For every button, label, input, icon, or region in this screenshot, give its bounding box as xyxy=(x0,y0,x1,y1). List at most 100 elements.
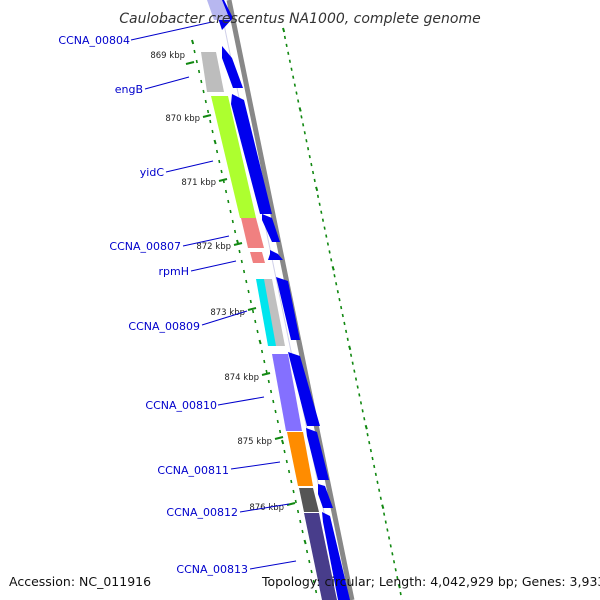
gene-block[interactable] xyxy=(241,218,264,248)
gene-leader-line xyxy=(182,235,230,247)
outer-tick xyxy=(343,321,346,326)
gene-block[interactable] xyxy=(207,0,230,20)
outer-tick xyxy=(338,297,341,302)
outer-tick xyxy=(297,99,300,103)
outer-tick xyxy=(300,115,303,119)
outer-tick xyxy=(323,226,326,230)
inner-tick xyxy=(256,329,259,334)
cds-arrow[interactable] xyxy=(222,46,243,88)
inner-tick xyxy=(274,409,277,414)
kbp-tick xyxy=(233,242,243,246)
outer-tick xyxy=(283,35,287,40)
cds-arrow[interactable] xyxy=(288,352,320,426)
kbp-tick xyxy=(202,114,212,118)
gene-block[interactable] xyxy=(264,279,285,346)
gene-label[interactable]: CCNA_00804 xyxy=(58,34,130,47)
gene-label[interactable]: CCNA_00810 xyxy=(145,399,217,412)
inner-tick xyxy=(269,389,273,394)
gene-label[interactable]: CCNA_00812 xyxy=(166,506,238,519)
gene-label[interactable]: CCNA_00809 xyxy=(128,320,200,333)
gene-label[interactable]: CCNA_00807 xyxy=(109,240,181,253)
cds-arrow[interactable] xyxy=(276,277,300,340)
outer-tick xyxy=(311,170,315,175)
inner-tick xyxy=(231,219,234,224)
inner-tick xyxy=(251,309,255,314)
gene-block[interactable] xyxy=(211,96,256,218)
gene-leader-line xyxy=(190,260,237,272)
outer-tick xyxy=(381,504,385,509)
gene-label[interactable]: engB xyxy=(115,83,143,96)
outer-tick xyxy=(397,583,401,589)
inner-tick xyxy=(299,519,302,524)
gene-block[interactable] xyxy=(304,513,337,600)
kbp-tick xyxy=(286,502,296,506)
inner-tick xyxy=(267,379,270,384)
inner-tick xyxy=(227,199,230,204)
outer-tick xyxy=(295,91,298,95)
kbp-tick xyxy=(261,372,271,376)
inner-tick xyxy=(249,299,252,304)
outer-tick xyxy=(374,472,377,477)
outer-tick xyxy=(391,552,394,556)
outer-tick xyxy=(349,353,353,357)
outer-tick xyxy=(315,186,319,192)
gene-block[interactable] xyxy=(250,252,265,263)
outer-tick xyxy=(313,178,316,183)
gene-label[interactable]: CCNA_00813 xyxy=(176,563,248,576)
outer-tick xyxy=(333,274,336,278)
outer-tick xyxy=(290,67,293,71)
gene-block[interactable] xyxy=(272,354,302,431)
outer-tick xyxy=(305,139,308,143)
inner-tick xyxy=(229,209,232,214)
kbp-label: 872 kbp xyxy=(196,242,231,252)
gene-block[interactable] xyxy=(256,279,278,346)
inner-tick xyxy=(202,89,205,94)
cds-arrow[interactable] xyxy=(306,428,329,480)
outer-tick xyxy=(303,131,306,135)
outer-tick xyxy=(384,520,387,524)
outer-tick xyxy=(326,242,330,246)
inner-tick xyxy=(305,549,309,554)
inner-tick xyxy=(191,39,195,45)
gene-block[interactable] xyxy=(287,432,313,486)
inner-tick xyxy=(224,189,228,194)
outer-tick xyxy=(373,464,376,469)
outer-tick xyxy=(308,154,311,159)
kbp-label: 870 kbp xyxy=(165,114,200,124)
gene-block[interactable] xyxy=(299,488,319,512)
outer-tick xyxy=(368,440,371,445)
kbp-label: 873 kbp xyxy=(210,308,245,318)
cds-arrow[interactable] xyxy=(322,512,350,600)
inner-tick xyxy=(276,419,279,424)
outer-tick xyxy=(340,305,343,310)
cds-arrow[interactable] xyxy=(268,250,283,260)
inner-tick xyxy=(308,559,311,564)
inner-tick xyxy=(265,369,268,374)
outer-tick xyxy=(345,329,348,334)
cds-arrow[interactable] xyxy=(262,214,280,242)
gene-label[interactable]: rpmH xyxy=(159,265,190,278)
outer-tick xyxy=(341,313,344,318)
gene-label[interactable]: yidC xyxy=(140,166,165,179)
outer-tick xyxy=(358,393,361,397)
cds-arrow[interactable] xyxy=(318,484,333,508)
outer-tick xyxy=(335,282,338,286)
gene-block[interactable] xyxy=(201,52,224,92)
cds-arrow[interactable] xyxy=(231,94,272,214)
topology-text: Topology: circular; Length: 4,042,929 bp… xyxy=(262,574,600,589)
inner-tick xyxy=(204,99,207,104)
gene-block-track xyxy=(201,0,337,600)
outer-tick xyxy=(287,51,290,55)
gene-label[interactable]: CCNA_00811 xyxy=(157,464,229,477)
outer-tick xyxy=(348,345,352,351)
genome-title: Caulobacter crescentus NA1000, complete … xyxy=(119,11,480,27)
outer-tick xyxy=(330,258,333,262)
inner-tick xyxy=(238,249,241,254)
outer-tick xyxy=(325,234,328,238)
outer-tick xyxy=(351,361,354,365)
outer-tick-marks xyxy=(191,27,403,600)
kbp-label: 875 kbp xyxy=(237,437,272,447)
gene-leader-line xyxy=(130,21,213,41)
inner-tick xyxy=(209,119,212,124)
inner-tick xyxy=(213,139,217,145)
